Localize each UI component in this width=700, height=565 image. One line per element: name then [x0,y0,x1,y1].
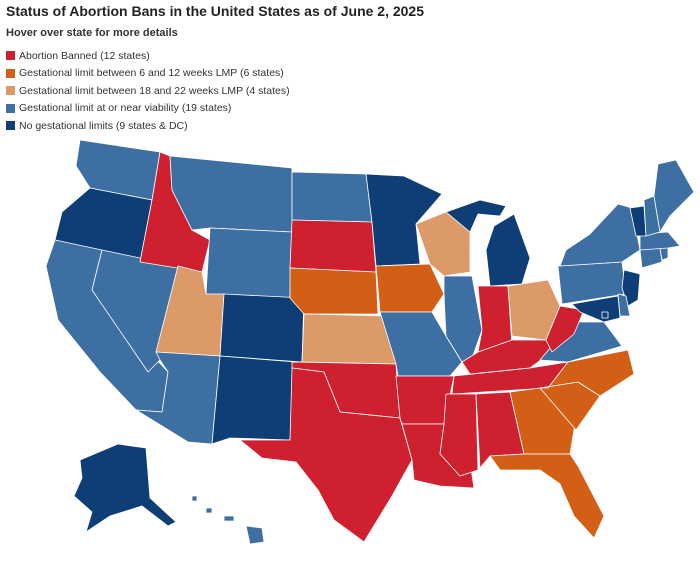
state-tx[interactable] [239,367,413,543]
legend-swatch-limit-6-12 [6,68,15,78]
state-mo[interactable] [379,311,463,377]
legend-swatch-viability [6,103,15,113]
state-ne[interactable] [289,267,379,315]
legend-item-limit-18-22: Gestational limit between 18 and 22 week… [6,82,290,100]
legend-item-none: No gestational limits (9 states & DC) [6,117,290,135]
state-ma[interactable] [639,231,681,251]
state-nd[interactable] [291,171,373,223]
state-dc[interactable] [601,311,609,319]
state-nc[interactable] [539,349,635,397]
legend-label-none: No gestational limits (9 states & DC) [19,119,188,132]
state-mt[interactable] [169,155,293,233]
legend-swatch-banned [6,51,15,61]
state-sd[interactable] [289,219,377,273]
state-mn[interactable] [365,173,443,267]
legend: Abortion Banned (12 states) Gestational … [6,47,290,135]
legend-item-viability: Gestational limit at or near viability (… [6,100,290,118]
state-ny[interactable] [559,203,641,267]
state-co[interactable] [219,293,305,363]
state-ks[interactable] [301,313,397,365]
legend-swatch-none [6,121,15,131]
state-wy[interactable] [205,227,293,299]
state-ia[interactable] [375,263,445,313]
map-subtitle: Hover over state for more details [6,27,178,39]
state-nm[interactable] [211,355,297,445]
state-me[interactable] [653,159,695,233]
legend-swatch-limit-18-22 [6,86,15,96]
legend-label-limit-18-22: Gestational limit between 18 and 22 week… [19,84,290,97]
legend-label-viability: Gestational limit at or near viability (… [19,102,232,115]
state-ak[interactable] [73,443,177,533]
state-ct[interactable] [639,247,663,269]
state-hi[interactable] [191,495,265,545]
legend-label-banned: Abortion Banned (12 states) [19,49,150,62]
legend-item-banned: Abortion Banned (12 states) [6,47,290,65]
state-wv[interactable] [545,305,585,353]
legend-item-limit-6-12: Gestational limit between 6 and 12 weeks… [6,65,290,83]
legend-label-limit-6-12: Gestational limit between 6 and 12 weeks… [19,67,284,80]
state-fl[interactable] [489,453,605,539]
map-title: Status of Abortion Bans in the United St… [6,3,425,19]
